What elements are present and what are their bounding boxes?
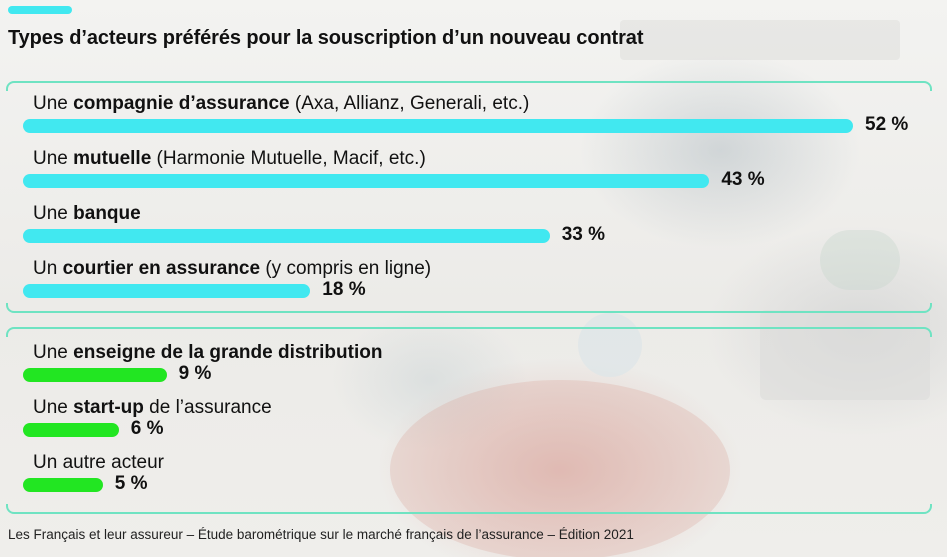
bar-label: Une banque: [33, 203, 141, 225]
bar-value-label: 5 %: [114, 473, 148, 494]
bar-value-label: 6 %: [130, 418, 164, 439]
bar-value-label: 33 %: [561, 224, 606, 245]
bar-label-keyword: compagnie d’assurance: [73, 93, 290, 114]
bar-label-suffix: de l’assurance: [143, 397, 272, 418]
bar-label-prefix: Un: [33, 258, 63, 279]
bar-label-keyword: banque: [73, 203, 141, 224]
bar-label-keyword: enseigne de la grande distribution: [73, 342, 383, 363]
bar-label: Un autre acteur: [33, 452, 164, 474]
bar-label: Une mutuelle (Harmonie Mutuelle, Macif, …: [33, 148, 426, 170]
bar-label-keyword: start-up: [73, 397, 144, 418]
bar-label: Un courtier en assurance (y compris en l…: [33, 258, 431, 280]
bar-label-keyword: courtier en assurance: [62, 258, 261, 279]
bar-label: Une compagnie d’assurance (Axa, Allianz,…: [33, 93, 529, 115]
bar-value-label: 52 %: [865, 114, 909, 135]
bar-label-keyword: mutuelle: [73, 148, 152, 169]
bar: [23, 478, 103, 492]
bar: [23, 368, 167, 382]
bar-label-prefix: Un autre acteur: [33, 452, 164, 473]
bar: [23, 284, 311, 298]
bar: [23, 229, 550, 243]
bar-value-label: 43 %: [721, 169, 765, 190]
chart-title: Types d’acteurs préférés pour la souscri…: [8, 27, 644, 49]
source-note: Les Français et leur assureur – Étude ba…: [8, 527, 634, 542]
bar-value-label: 9 %: [178, 363, 212, 384]
bar-label: Une enseigne de la grande distribution: [33, 342, 382, 364]
bar-value-label: 18 %: [322, 279, 366, 300]
title-accent-bar: [8, 6, 72, 14]
bar-label: Une start-up de l’assurance: [33, 397, 272, 419]
bar-label-suffix: (Axa, Allianz, Generali, etc.): [289, 93, 530, 114]
bar-label-suffix: (y compris en ligne): [260, 258, 432, 279]
bar: [23, 174, 710, 188]
bar-label-prefix: Une: [33, 148, 74, 169]
bar: [23, 423, 119, 437]
bar-label-prefix: Une: [33, 93, 74, 114]
bar-label-prefix: Une: [33, 342, 74, 363]
bar-label-prefix: Une: [33, 397, 74, 418]
bar-label-suffix: (Harmonie Mutuelle, Macif, etc.): [151, 148, 426, 169]
bar-label-prefix: Une: [33, 203, 74, 224]
bar: [23, 119, 853, 133]
